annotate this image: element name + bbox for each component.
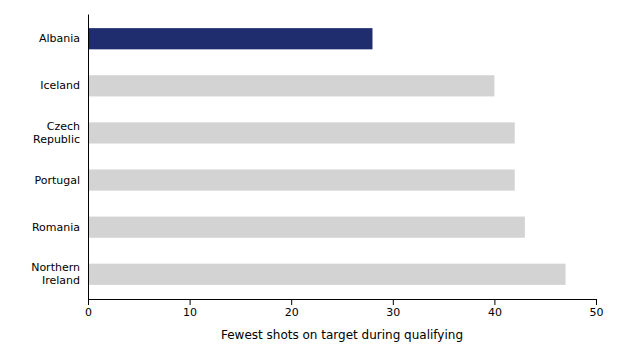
y-tick-label-line: Romania [32,221,80,234]
y-tick-label: Iceland [40,79,80,92]
y-tick: Iceland [40,79,80,92]
x-axis: 0 10 20 30 40 50 [85,299,604,319]
y-tick-label: CzechRepublic [33,120,80,146]
x-tick-mark [291,299,292,305]
x-tick: 10 [183,299,197,319]
y-axis-line [88,15,89,300]
chart-container: 0 10 20 30 40 50 Albania Iceland CzechRepublic Po… [0,0,624,351]
y-tick-label-line: Albania [39,32,80,45]
x-tick-label: 40 [488,306,502,319]
plot-area: 0 10 20 30 40 50 Albania Iceland CzechRepublic Po… [31,15,603,319]
x-tick-mark [88,299,89,305]
x-tick-label: 20 [285,306,299,319]
bar [88,28,372,49]
x-axis-title: Fewest shots on target during qualifying [221,328,463,342]
y-tick: CzechRepublic [33,120,80,146]
y-tick-label: Portugal [34,174,80,187]
x-tick: 50 [590,299,604,319]
x-tick-label: 0 [85,306,92,319]
bar [88,217,525,238]
y-tick: NorthernIreland [31,261,80,287]
y-tick-label-line: Northern [31,261,80,274]
x-tick-mark [596,299,597,305]
y-tick-label: Albania [39,32,80,45]
y-tick: Albania [39,32,80,45]
bar [88,122,515,143]
x-tick-label: 30 [386,306,400,319]
x-axis-line [89,300,597,306]
y-tick-label-line: Portugal [34,174,80,187]
x-tick: 30 [386,299,400,319]
y-tick-label-line: Ireland [42,274,80,287]
bar [88,75,494,96]
x-tick-label: 10 [183,306,197,319]
x-tick-mark [190,299,191,305]
x-tick: 40 [488,299,502,319]
x-tick-label: 50 [590,306,604,319]
bar [88,264,566,285]
x-tick-mark [393,299,394,305]
y-tick-label: NorthernIreland [31,261,80,287]
x-tick: 20 [285,299,299,319]
x-tick: 0 [85,299,92,319]
x-tick-mark [494,299,495,305]
y-tick-label: Romania [32,221,80,234]
bars [88,28,566,285]
y-tick-label-line: Republic [33,133,80,146]
chart-svg: 0 10 20 30 40 50 Albania Iceland CzechRepublic Po… [0,0,624,351]
y-tick-label-line: Iceland [40,79,80,92]
bar [88,169,515,190]
y-axis: Albania Iceland CzechRepublic Portugal Roman… [31,15,88,300]
y-tick-label-line: Czech [47,120,80,133]
y-tick: Portugal [34,174,80,187]
y-tick: Romania [32,221,80,234]
